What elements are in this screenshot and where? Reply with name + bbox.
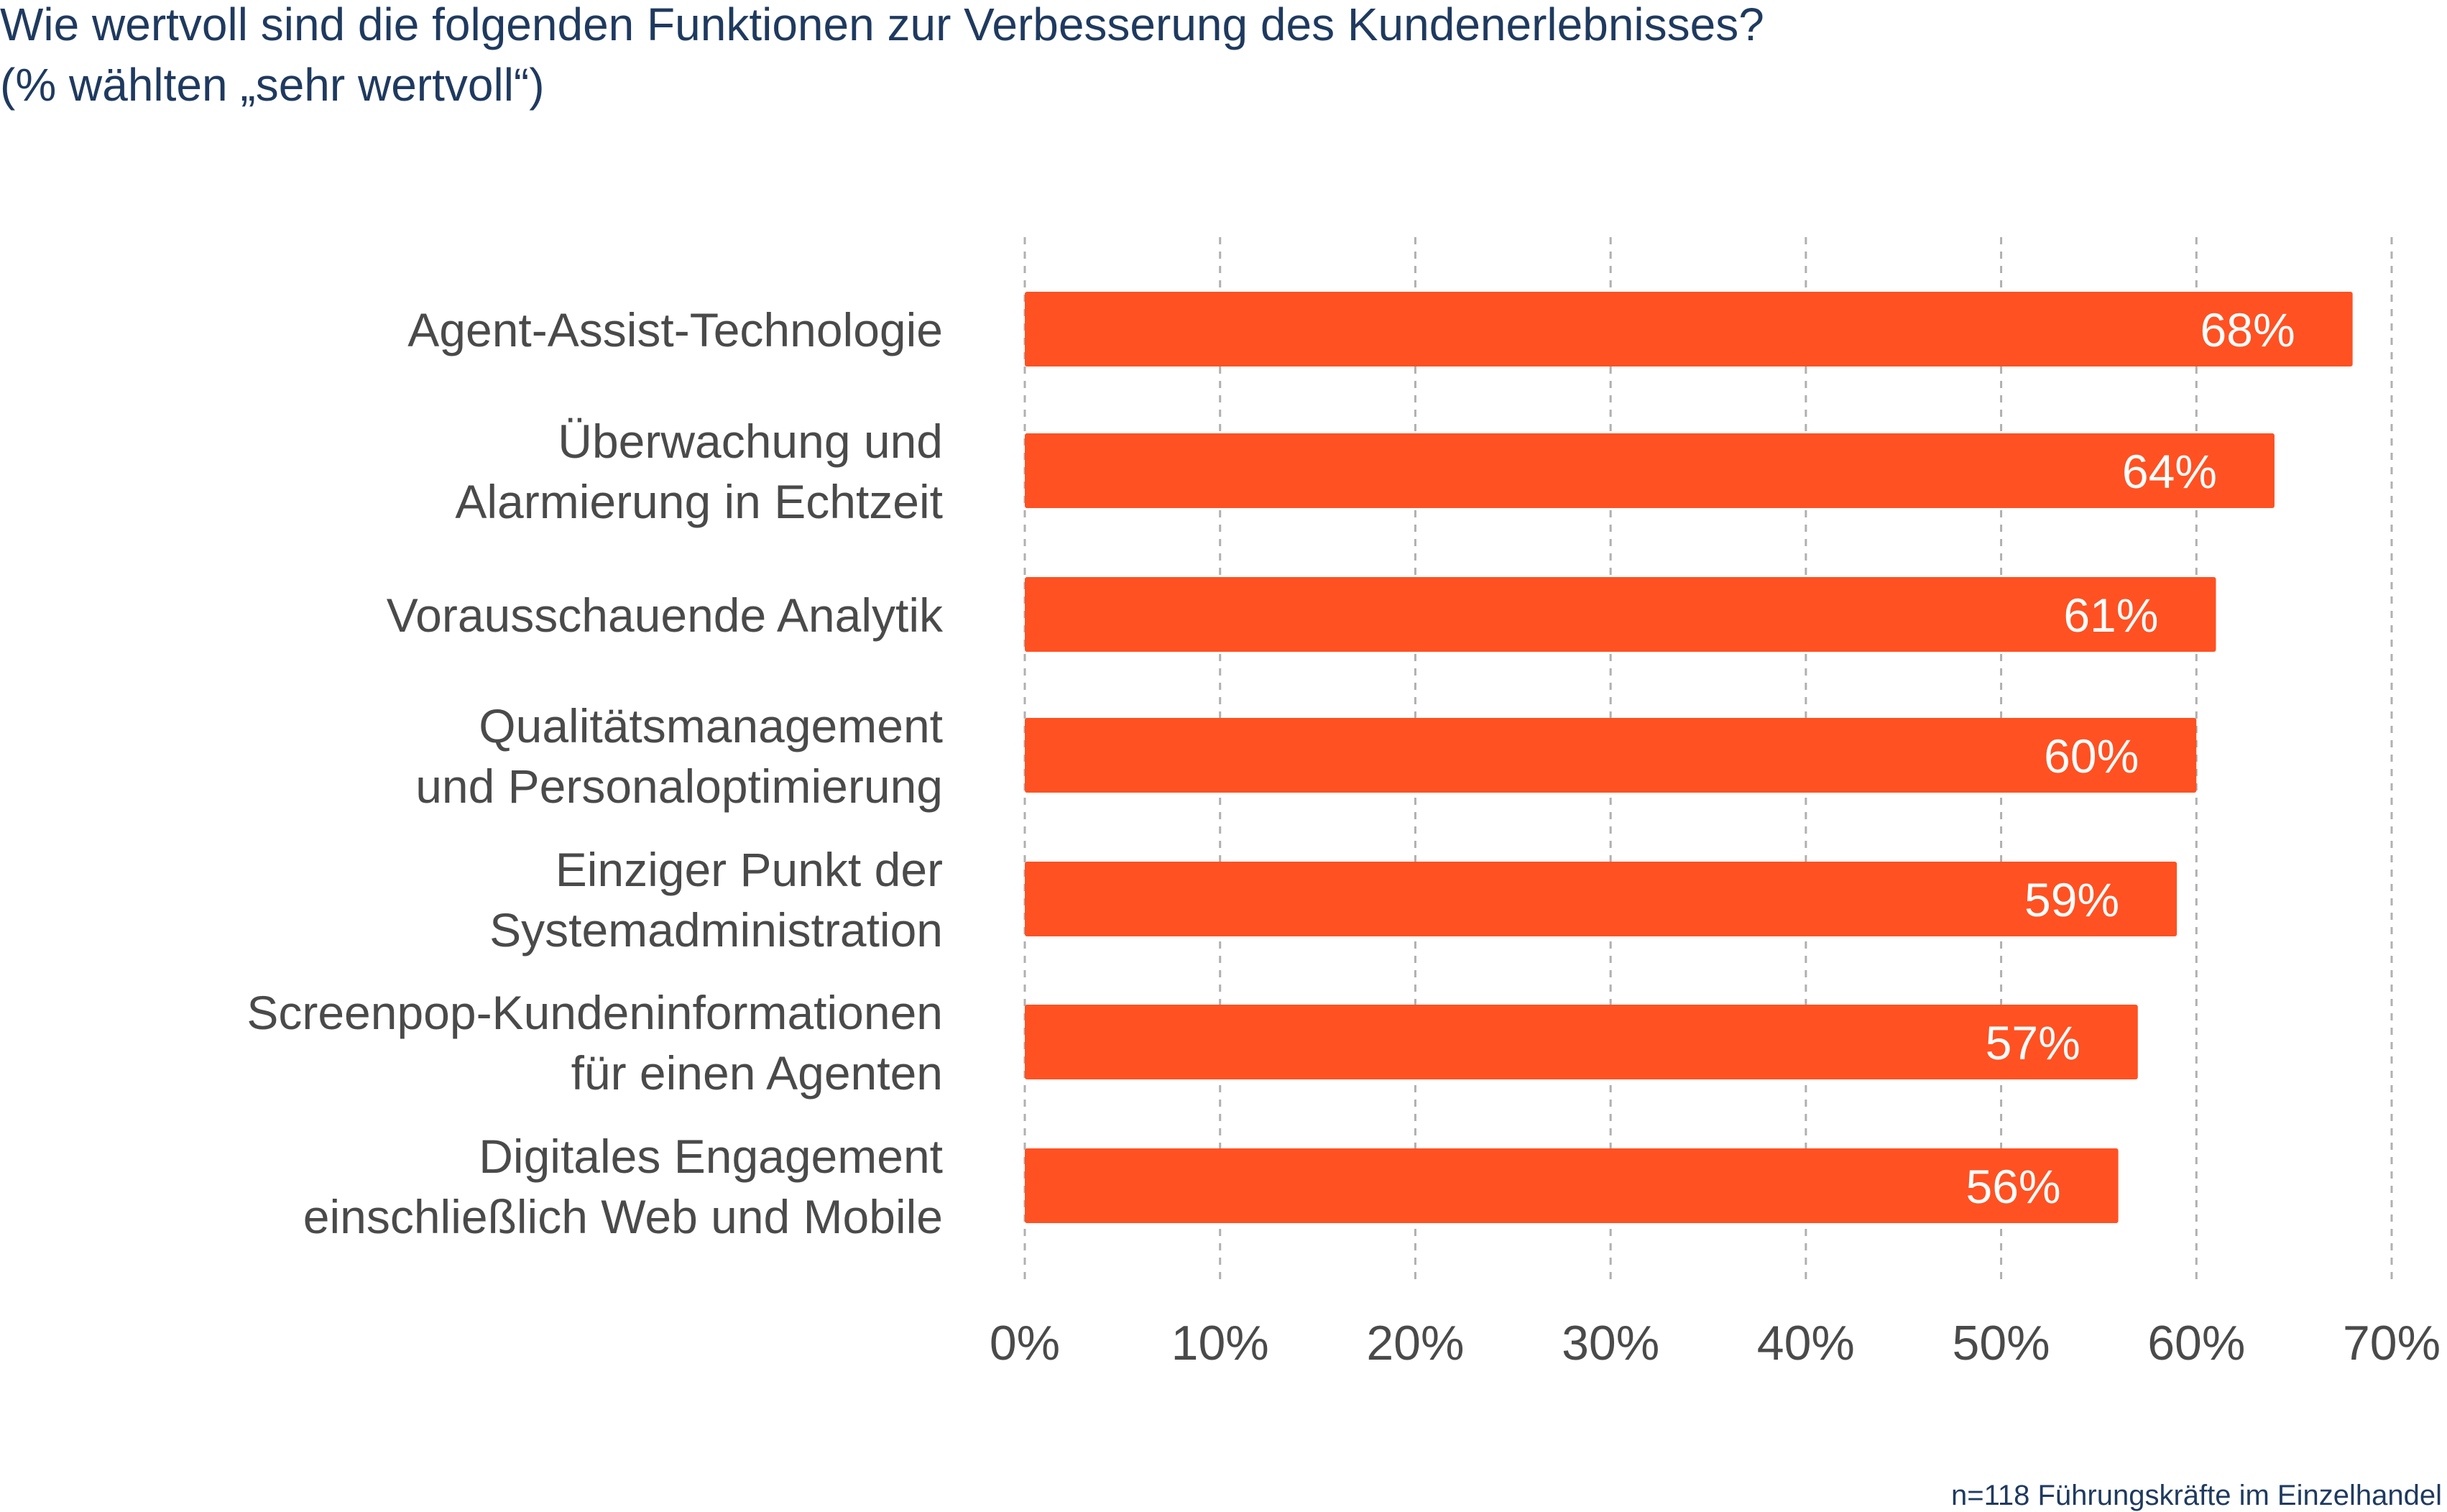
category-label: Digitales Engagement (479, 1130, 943, 1183)
bar (1025, 433, 2275, 508)
bar (1025, 718, 2197, 793)
category-label: Systemadministration (489, 903, 943, 956)
value-label: 68% (2201, 303, 2295, 356)
x-tick-label: 60% (2147, 1316, 2245, 1370)
value-label: 64% (2122, 445, 2217, 498)
bar (1025, 1148, 2119, 1223)
category-label: Überwachung und (558, 415, 943, 468)
value-label: 61% (2063, 589, 2158, 642)
category-labels: Agent-Assist-Technologie Überwachung und A… (246, 303, 944, 1243)
x-axis-tick-labels: 0% 10% 20% 30% 40% 50% 60% 70% (990, 1316, 2441, 1370)
value-label: 57% (1986, 1016, 2080, 1069)
chart-title: Wie wertvoll sind die folgenden Funktion… (0, 0, 1764, 50)
category-label: Qualitätsmanagement (479, 699, 943, 752)
chart-subtitle: (% wählten „sehr wertvoll“) (0, 59, 545, 111)
category-label: und Personaloptimierung (415, 760, 943, 813)
category-label: Alarmierung in Echtzeit (455, 475, 943, 528)
category-label: einschließlich Web und Mobile (303, 1190, 943, 1243)
category-label: Einziger Punkt der (556, 843, 943, 896)
value-label: 60% (2044, 729, 2139, 783)
x-tick-label: 30% (1562, 1316, 1659, 1370)
bar (1025, 862, 2178, 936)
footnote: n=118 Führungskräfte im Einzelhandel (1951, 1480, 2442, 1511)
bar (1025, 292, 2353, 367)
x-tick-label: 40% (1757, 1316, 1855, 1370)
bars: 68% 64% 61% 60% 59% 57% 56% (1025, 292, 2353, 1223)
x-tick-label: 50% (1953, 1316, 2050, 1370)
x-tick-label: 0% (990, 1316, 1060, 1370)
x-tick-label: 10% (1171, 1316, 1269, 1370)
x-tick-label: 70% (2343, 1316, 2441, 1370)
category-label: Agent-Assist-Technologie (407, 303, 943, 356)
category-label: für einen Agenten (571, 1046, 943, 1100)
category-label: Screenpop-Kundeninformationen (246, 986, 943, 1039)
category-label: Vorausschauende Analytik (387, 589, 944, 642)
value-label: 56% (1966, 1160, 2060, 1213)
x-tick-label: 20% (1366, 1316, 1464, 1370)
bar (1025, 1005, 2138, 1079)
bar (1025, 577, 2216, 652)
value-label: 59% (2024, 873, 2119, 926)
